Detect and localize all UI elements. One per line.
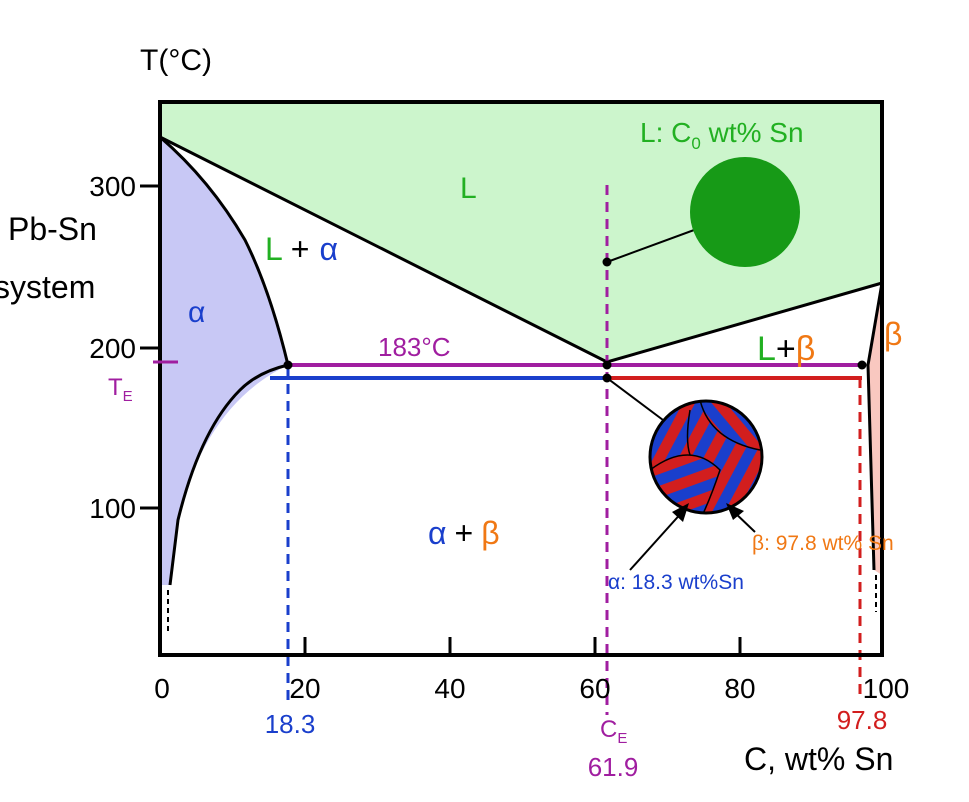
y-axis-ticks <box>140 184 160 510</box>
beta-limit-point <box>857 360 867 370</box>
y-tick-label-100: 100 <box>89 493 136 524</box>
beta-composition-annotation: β: 97.8 wt% Sn <box>752 532 894 555</box>
y-tick-label-300: 300 <box>89 171 136 202</box>
l-beta-phase: β <box>796 330 816 368</box>
liquid-circle <box>690 157 800 267</box>
te-main: T <box>108 374 123 401</box>
x-tick-label-40: 40 <box>434 673 465 704</box>
x-axis-title: C, wt% Sn <box>744 741 893 777</box>
l-beta-label: L+β <box>757 330 815 368</box>
x-tick-label-100: 100 <box>863 673 910 704</box>
ce-value: 61.9 <box>588 752 639 782</box>
x-tick-label-20: 20 <box>289 673 320 704</box>
x-tick-label-80: 80 <box>724 673 755 704</box>
system-label-line-1: Pb-Sn <box>8 211 97 247</box>
l-alpha-label: L + α <box>265 231 338 267</box>
alpha-beta-plus: + <box>455 515 474 551</box>
liquid-pointer-line <box>606 225 706 263</box>
alpha-beta-a: α <box>428 515 447 551</box>
eutectic-microstructure <box>650 401 762 513</box>
x-axis-ticks <box>303 637 742 655</box>
eutectic-grain-outline <box>648 399 764 515</box>
liquid-annotation-main: L: C <box>640 117 691 148</box>
system-label-line-2: system <box>0 269 95 305</box>
te-label: TE <box>108 374 133 405</box>
eutectic-point <box>602 360 612 370</box>
alpha-composition-value: 18.3 <box>265 709 316 739</box>
liquid-composition-annotation: L: C0 wt% Sn <box>640 117 804 153</box>
eutectic-temp-label: 183°C <box>378 332 451 362</box>
beta-composition-value: 97.8 <box>837 705 888 735</box>
alpha-beta-b: β <box>481 515 499 551</box>
l-alpha-l: L <box>265 231 283 267</box>
l-alpha-phase: α <box>319 231 338 267</box>
liquid-annotation-rest: wt% Sn <box>701 117 804 148</box>
beta-boundary-line <box>866 282 884 571</box>
ce-sub: E <box>617 730 627 747</box>
l-beta-l: L <box>757 330 776 368</box>
eutectic-pointer-line <box>606 377 664 421</box>
l-beta-plus: + <box>776 330 796 368</box>
liquid-annotation-sub: 0 <box>691 134 700 153</box>
alpha-beta-label: α + β <box>428 515 500 551</box>
ce-label: CE <box>600 716 627 747</box>
y-tick-label-200: 200 <box>89 333 136 364</box>
y-axis-title: T(°C) <box>140 44 212 77</box>
liquid-region-label: L <box>460 172 477 205</box>
solidus-alpha-line <box>159 135 290 366</box>
solvus-alpha-line <box>168 363 289 586</box>
alpha-arrow-line <box>629 509 685 571</box>
x-tick-label-60: 60 <box>579 673 610 704</box>
alpha-composition-annotation: α: 18.3 wt%Sn <box>608 571 744 594</box>
te-sub: E <box>123 388 133 405</box>
l-alpha-plus: + <box>291 231 310 267</box>
beta-region-label: β <box>884 316 902 352</box>
alpha-limit-point <box>283 360 293 370</box>
alpha-region-label: α <box>188 296 205 329</box>
beta-arrowhead <box>726 503 744 520</box>
x-tick-label-0: 0 <box>154 673 170 704</box>
liquid-region <box>160 102 882 362</box>
ce-main: C <box>600 716 617 743</box>
beta-region <box>868 283 882 575</box>
plot-frame <box>158 100 884 657</box>
alpha-arrowhead <box>672 503 689 522</box>
